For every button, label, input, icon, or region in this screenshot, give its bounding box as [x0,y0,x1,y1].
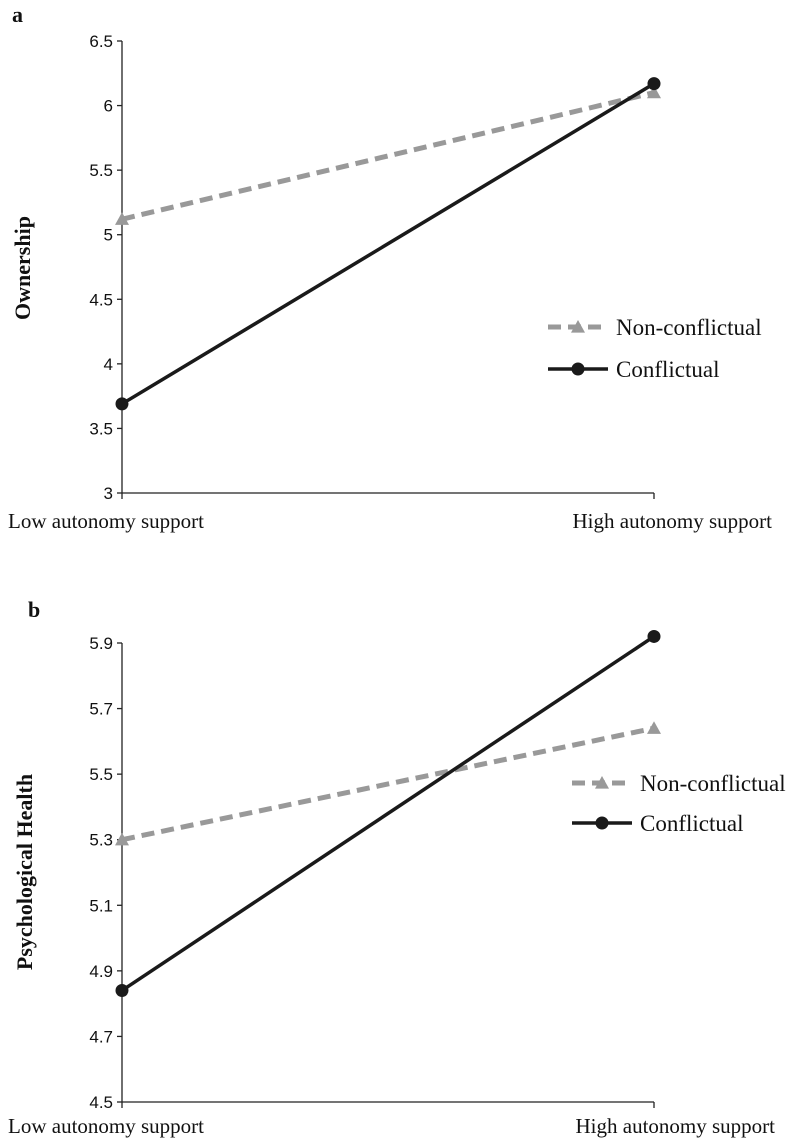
y-axis-title: Ownership [10,216,35,320]
y-tick-label: 4.5 [89,290,113,309]
y-tick-label: 5.1 [89,896,113,915]
data-point [647,629,661,643]
y-tick-label: 4.5 [89,1093,113,1112]
data-point [115,832,129,846]
y-tick-label: 5.5 [89,765,113,784]
y-tick-label: 5.5 [89,161,113,180]
y-tick-label: 3.5 [89,419,113,438]
data-point [115,212,129,225]
series-line [121,634,655,992]
y-tick-label: 6 [104,97,113,116]
y-tick-label: 3 [104,484,113,503]
legend-label: Conflictual [616,357,719,382]
legend-label: Conflictual [640,811,743,836]
data-point [647,721,661,734]
y-tick-label: 5.9 [89,634,113,653]
y-tick-label: 5 [104,226,113,245]
y-axis-title: Psychological Health [12,774,37,970]
legend-label: Non-conflictual [616,315,762,340]
legend-label: Non-conflictual [640,771,786,796]
y-tick-label: 4 [104,355,113,374]
y-tick-label: 5.7 [89,700,113,719]
chart-panel-a: a Ownership 3 3.5 4 4.5 5 5.5 6 6.5 Low autonomy s… [8,2,772,533]
x-category-label: Low autonomy support [8,1114,204,1138]
x-category-label: Low autonomy support [8,509,204,533]
y-tick-label: 6.5 [89,32,113,51]
data-point [647,85,661,99]
x-category-label: High autonomy support [573,509,773,533]
series-line [121,90,655,222]
data-point [115,397,129,411]
y-tick-label: 4.7 [89,1027,113,1046]
panel-label: b [28,597,40,622]
legend-marker [595,816,609,830]
x-category-label: High autonomy support [576,1114,776,1138]
series-line [121,725,655,843]
chart-panel-b: b Psychological Health 4.5 4.7 4.9 5.1 5.3 5.5 5… [8,597,786,1138]
data-point [647,77,661,91]
legend-marker [595,776,609,789]
panel-label: a [12,2,23,27]
y-tick-label: 5.3 [89,831,113,850]
y-tick-label: 4.9 [89,962,113,981]
legend-marker [571,362,585,376]
legend-marker [571,320,585,333]
series-line [121,82,655,406]
data-point [115,984,129,998]
